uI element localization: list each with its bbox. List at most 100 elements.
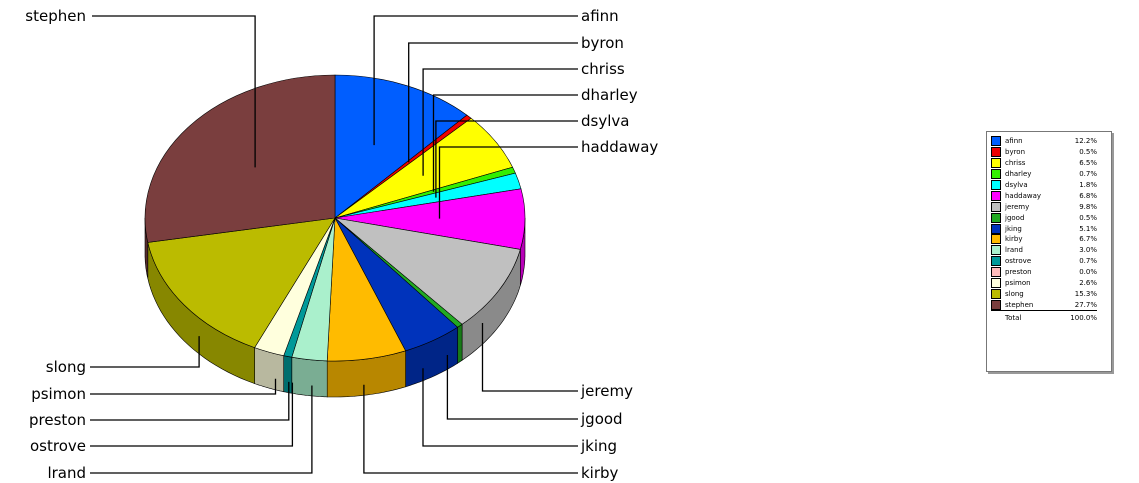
pie-slice-stephen xyxy=(144,74,336,243)
legend-row-jking: jking 5.1% xyxy=(991,223,1097,234)
legend-label-kirby: kirby xyxy=(1005,235,1023,244)
slice-label-chriss: chriss xyxy=(581,60,625,78)
legend-swatch-psimon xyxy=(991,278,1001,289)
pie-slices xyxy=(144,74,526,362)
leader-slong xyxy=(90,336,200,368)
legend-value-stephen: 27.7% xyxy=(1074,300,1097,309)
legend-value-lrand: 3.0% xyxy=(1079,246,1097,255)
slice-label-psimon: psimon xyxy=(31,385,86,403)
legend-swatch-stephen xyxy=(991,299,1001,310)
slice-label-slong: slong xyxy=(46,358,86,376)
legend-row-psimon: psimon 2.6% xyxy=(991,278,1097,289)
pie-slice-slong xyxy=(147,217,336,348)
legend-label-haddaway: haddaway xyxy=(1005,191,1042,200)
legend-swatch xyxy=(991,147,1001,158)
slice-label-jking: jking xyxy=(580,437,617,455)
legend-value-jgood: 0.5% xyxy=(1079,213,1097,222)
legend-swatch-byron xyxy=(991,147,1001,158)
pie-side-lrand xyxy=(291,356,328,398)
pie-side-ostrove xyxy=(283,355,293,394)
legend-row-kirby: kirby 6.7% xyxy=(991,234,1097,245)
legend-value-jeremy: 9.8% xyxy=(1079,202,1097,211)
legend-swatch-kirby xyxy=(991,234,1001,245)
legend-table: afinn 12.2% byron 0.5% chriss 6.5% dharley 0.7%… xyxy=(991,136,1097,325)
slice-label-preston: preston xyxy=(29,411,86,429)
legend-swatch xyxy=(991,190,1001,201)
leader-lines xyxy=(90,15,578,474)
legend-swatch-jking xyxy=(991,223,1001,234)
leader-preston xyxy=(90,381,290,421)
legend-value-preston: 0.0% xyxy=(1079,268,1097,277)
legend-label-jking: jking xyxy=(1005,224,1022,233)
legend-swatch xyxy=(991,299,1001,310)
legend-swatch xyxy=(991,212,1001,223)
legend-value-dharley: 0.7% xyxy=(1079,170,1097,179)
slice-label-lrand: lrand xyxy=(47,464,86,482)
pie-sides xyxy=(144,218,526,398)
legend-swatch xyxy=(991,223,1001,234)
legend-row-ostrove: ostrove 0.7% xyxy=(991,256,1097,267)
legend-value-byron: 0.5% xyxy=(1079,148,1097,157)
legend-label-jeremy: jeremy xyxy=(1005,202,1030,211)
legend-total-row: Total 100.0% xyxy=(991,310,1097,325)
legend-label-dsylva: dsylva xyxy=(1005,181,1028,189)
legend-swatch-slong xyxy=(991,288,1001,299)
legend-label-ostrove: ostrove xyxy=(1005,257,1032,266)
legend-swatch-lrand xyxy=(991,245,1001,256)
legend-label-psimon: psimon xyxy=(1005,279,1031,288)
legend-row-chriss: chriss 6.5% xyxy=(991,158,1097,169)
slice-label-stephen: stephen xyxy=(25,7,86,25)
slice-label-jeremy: jeremy xyxy=(580,382,633,400)
slice-label-jgood: jgood xyxy=(580,410,623,428)
legend-row-dharley: dharley 0.7% xyxy=(991,169,1097,180)
slice-label-afinn: afinn xyxy=(581,7,619,25)
legend-swatch-haddaway xyxy=(991,190,1001,201)
legend-swatch xyxy=(991,201,1001,212)
slice-label-ostrove: ostrove xyxy=(30,437,86,455)
legend-label-slong: slong xyxy=(1005,289,1024,298)
legend-swatch-jgood xyxy=(991,212,1001,223)
legend-swatch xyxy=(991,245,1001,256)
legend-label-preston: preston xyxy=(1005,268,1032,277)
legend-row-haddaway: haddaway 6.8% xyxy=(991,190,1097,201)
legend-swatch xyxy=(991,234,1001,245)
slice-label-byron: byron xyxy=(581,34,624,52)
legend-swatch xyxy=(991,256,1001,267)
legend-swatch xyxy=(991,278,1001,289)
pie-side-jgood xyxy=(457,323,463,365)
legend-label-stephen: stephen xyxy=(1005,300,1034,309)
slice-label-dharley: dharley xyxy=(581,86,638,104)
leader-jgood xyxy=(446,355,578,420)
legend-value-haddaway: 6.8% xyxy=(1079,191,1097,200)
leader-jking xyxy=(422,368,578,447)
legend-label-afinn: afinn xyxy=(1005,137,1023,146)
slice-labels: afinn byron chriss dharley dsylva haddaway jer… xyxy=(25,7,658,482)
legend-swatch xyxy=(991,180,1001,191)
legend-row-dsylva: dsylva 1.8% xyxy=(991,180,1097,191)
leader-lrand xyxy=(90,385,313,474)
legend-row-stephen: stephen 27.7% xyxy=(991,299,1097,310)
legend-label-jgood: jgood xyxy=(1005,213,1025,222)
legend-row-jeremy: jeremy 9.8% xyxy=(991,201,1097,212)
legend-swatch-afinn xyxy=(991,136,1001,147)
legend-value-slong: 15.3% xyxy=(1074,289,1097,298)
legend-label-lrand: lrand xyxy=(1005,246,1023,255)
legend-row-slong: slong 15.3% xyxy=(991,288,1097,299)
legend-swatch xyxy=(991,136,1001,147)
slice-label-haddaway: haddaway xyxy=(581,138,658,156)
legend-swatch xyxy=(991,158,1001,169)
leader-haddaway xyxy=(438,146,578,219)
legend-value-psimon: 2.6% xyxy=(1079,279,1097,288)
legend-row-afinn: afinn 12.2% xyxy=(991,136,1097,147)
legend-swatch xyxy=(991,288,1001,299)
legend-value-ostrove: 0.7% xyxy=(1079,257,1097,266)
leader-kirby xyxy=(363,384,578,474)
legend-swatch xyxy=(991,169,1001,180)
leader-stephen xyxy=(92,15,256,168)
legend-swatch-jeremy xyxy=(991,201,1001,212)
legend-value-dsylva: 1.8% xyxy=(1079,181,1097,189)
pie-slice-jeremy xyxy=(333,217,521,325)
legend-swatch-dsylva xyxy=(991,180,1001,190)
legend-label-byron: byron xyxy=(1005,148,1026,157)
